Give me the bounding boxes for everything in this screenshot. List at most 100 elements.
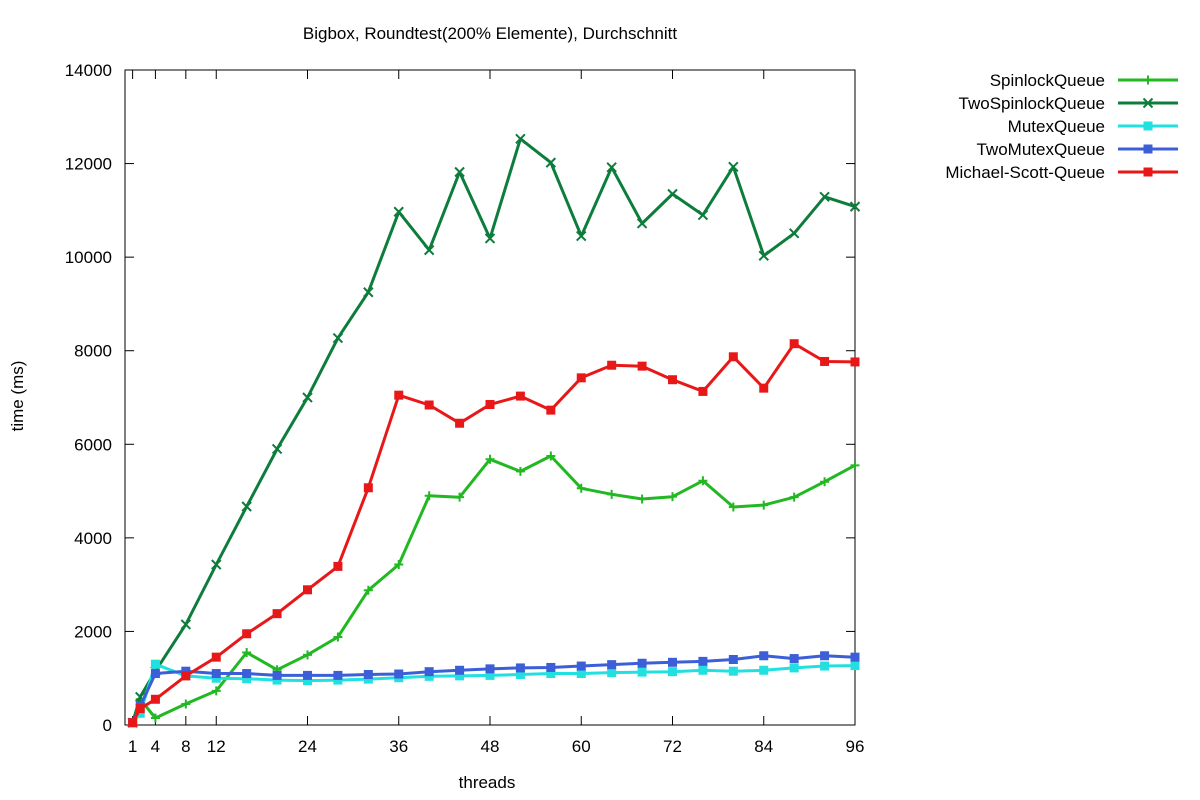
legend-label: MutexQueue — [1008, 117, 1105, 136]
data-point — [789, 654, 799, 664]
data-point — [394, 669, 404, 679]
data-point — [820, 477, 830, 487]
data-point — [485, 400, 495, 410]
legend-swatch-marker — [1143, 144, 1153, 154]
legend-swatch-marker — [1143, 121, 1153, 131]
data-point — [363, 287, 374, 298]
data-point — [607, 660, 617, 670]
data-point — [181, 671, 191, 681]
legend-label: Michael-Scott-Queue — [945, 163, 1105, 182]
data-point — [455, 665, 465, 675]
data-point — [484, 233, 496, 244]
y-tick-label: 10000 — [65, 248, 112, 267]
data-point — [211, 652, 221, 662]
data-point — [698, 476, 708, 486]
data-point — [454, 166, 465, 178]
data-point — [363, 585, 373, 595]
y-tick-label: 14000 — [65, 61, 112, 80]
data-point — [272, 670, 282, 680]
x-axis-label: threads — [459, 773, 516, 792]
series-mutexqueue — [128, 659, 860, 728]
data-point — [272, 609, 282, 619]
y-axis-label: time (ms) — [8, 361, 27, 432]
x-tick-label: 12 — [207, 737, 226, 756]
data-point — [455, 418, 465, 428]
data-point — [515, 466, 525, 476]
data-point — [819, 191, 830, 202]
data-point — [242, 674, 252, 684]
legend-item-twospinlockqueue: TwoSpinlockQueue — [959, 94, 1178, 113]
legend-item-spinlockqueue: SpinlockQueue — [990, 71, 1178, 90]
data-point — [302, 392, 313, 403]
data-point — [759, 383, 769, 393]
data-point — [303, 670, 312, 680]
data-point — [546, 669, 556, 679]
data-point — [333, 561, 343, 571]
data-point — [698, 665, 708, 675]
series-line — [131, 454, 856, 724]
data-point — [332, 332, 344, 344]
data-point — [758, 250, 769, 261]
data-point — [667, 188, 678, 200]
y-tick-label: 6000 — [74, 435, 112, 454]
data-point — [728, 161, 739, 173]
data-point — [850, 460, 860, 470]
data-point — [485, 670, 495, 680]
data-point — [515, 663, 525, 673]
data-point — [181, 666, 191, 676]
y-tick-label: 4000 — [74, 529, 112, 548]
data-point — [668, 667, 677, 677]
data-point — [697, 209, 709, 221]
data-point — [668, 492, 677, 502]
x-tick-label: 4 — [151, 737, 160, 756]
data-point — [637, 494, 647, 504]
data-point — [333, 675, 343, 685]
x-tick-label: 24 — [298, 737, 317, 756]
data-point — [363, 483, 373, 493]
data-point — [424, 400, 434, 410]
legend-label: SpinlockQueue — [990, 71, 1105, 90]
data-point — [455, 671, 465, 681]
data-point — [759, 500, 769, 510]
series-twomutexqueue — [128, 651, 860, 728]
data-point — [424, 491, 434, 501]
series-twospinlockqueue — [127, 133, 861, 728]
data-point — [576, 230, 587, 242]
data-point — [820, 651, 830, 661]
data-point — [242, 669, 252, 679]
data-point — [637, 361, 647, 371]
y-tick-label: 8000 — [74, 342, 112, 361]
data-point — [485, 664, 495, 674]
series-michael-scott-queue — [128, 339, 860, 728]
data-point — [394, 390, 404, 400]
data-point — [728, 502, 738, 512]
data-point — [576, 669, 586, 679]
data-point — [607, 360, 617, 370]
x-tick-label: 36 — [389, 737, 408, 756]
data-point — [135, 708, 145, 718]
data-point — [668, 657, 677, 667]
data-point — [849, 201, 861, 212]
data-point — [850, 661, 860, 671]
legend-label: TwoMutexQueue — [976, 140, 1105, 159]
data-point — [211, 673, 221, 683]
data-point — [135, 704, 145, 714]
x-tick-label: 84 — [754, 737, 773, 756]
data-point — [789, 339, 799, 349]
data-point — [820, 661, 830, 671]
data-point — [211, 686, 221, 696]
data-point — [150, 694, 160, 704]
data-point — [455, 492, 465, 502]
data-point — [759, 651, 769, 661]
data-point — [423, 244, 435, 256]
data-point — [637, 658, 647, 668]
data-point — [637, 667, 647, 677]
x-tick-label: 72 — [663, 737, 682, 756]
data-point — [150, 669, 160, 679]
data-point — [576, 661, 586, 671]
series-spinlockqueue — [128, 451, 860, 728]
legend: SpinlockQueue TwoSpinlockQueue MutexQueue T… — [945, 71, 1178, 182]
data-point — [728, 655, 738, 664]
data-point — [850, 357, 860, 367]
